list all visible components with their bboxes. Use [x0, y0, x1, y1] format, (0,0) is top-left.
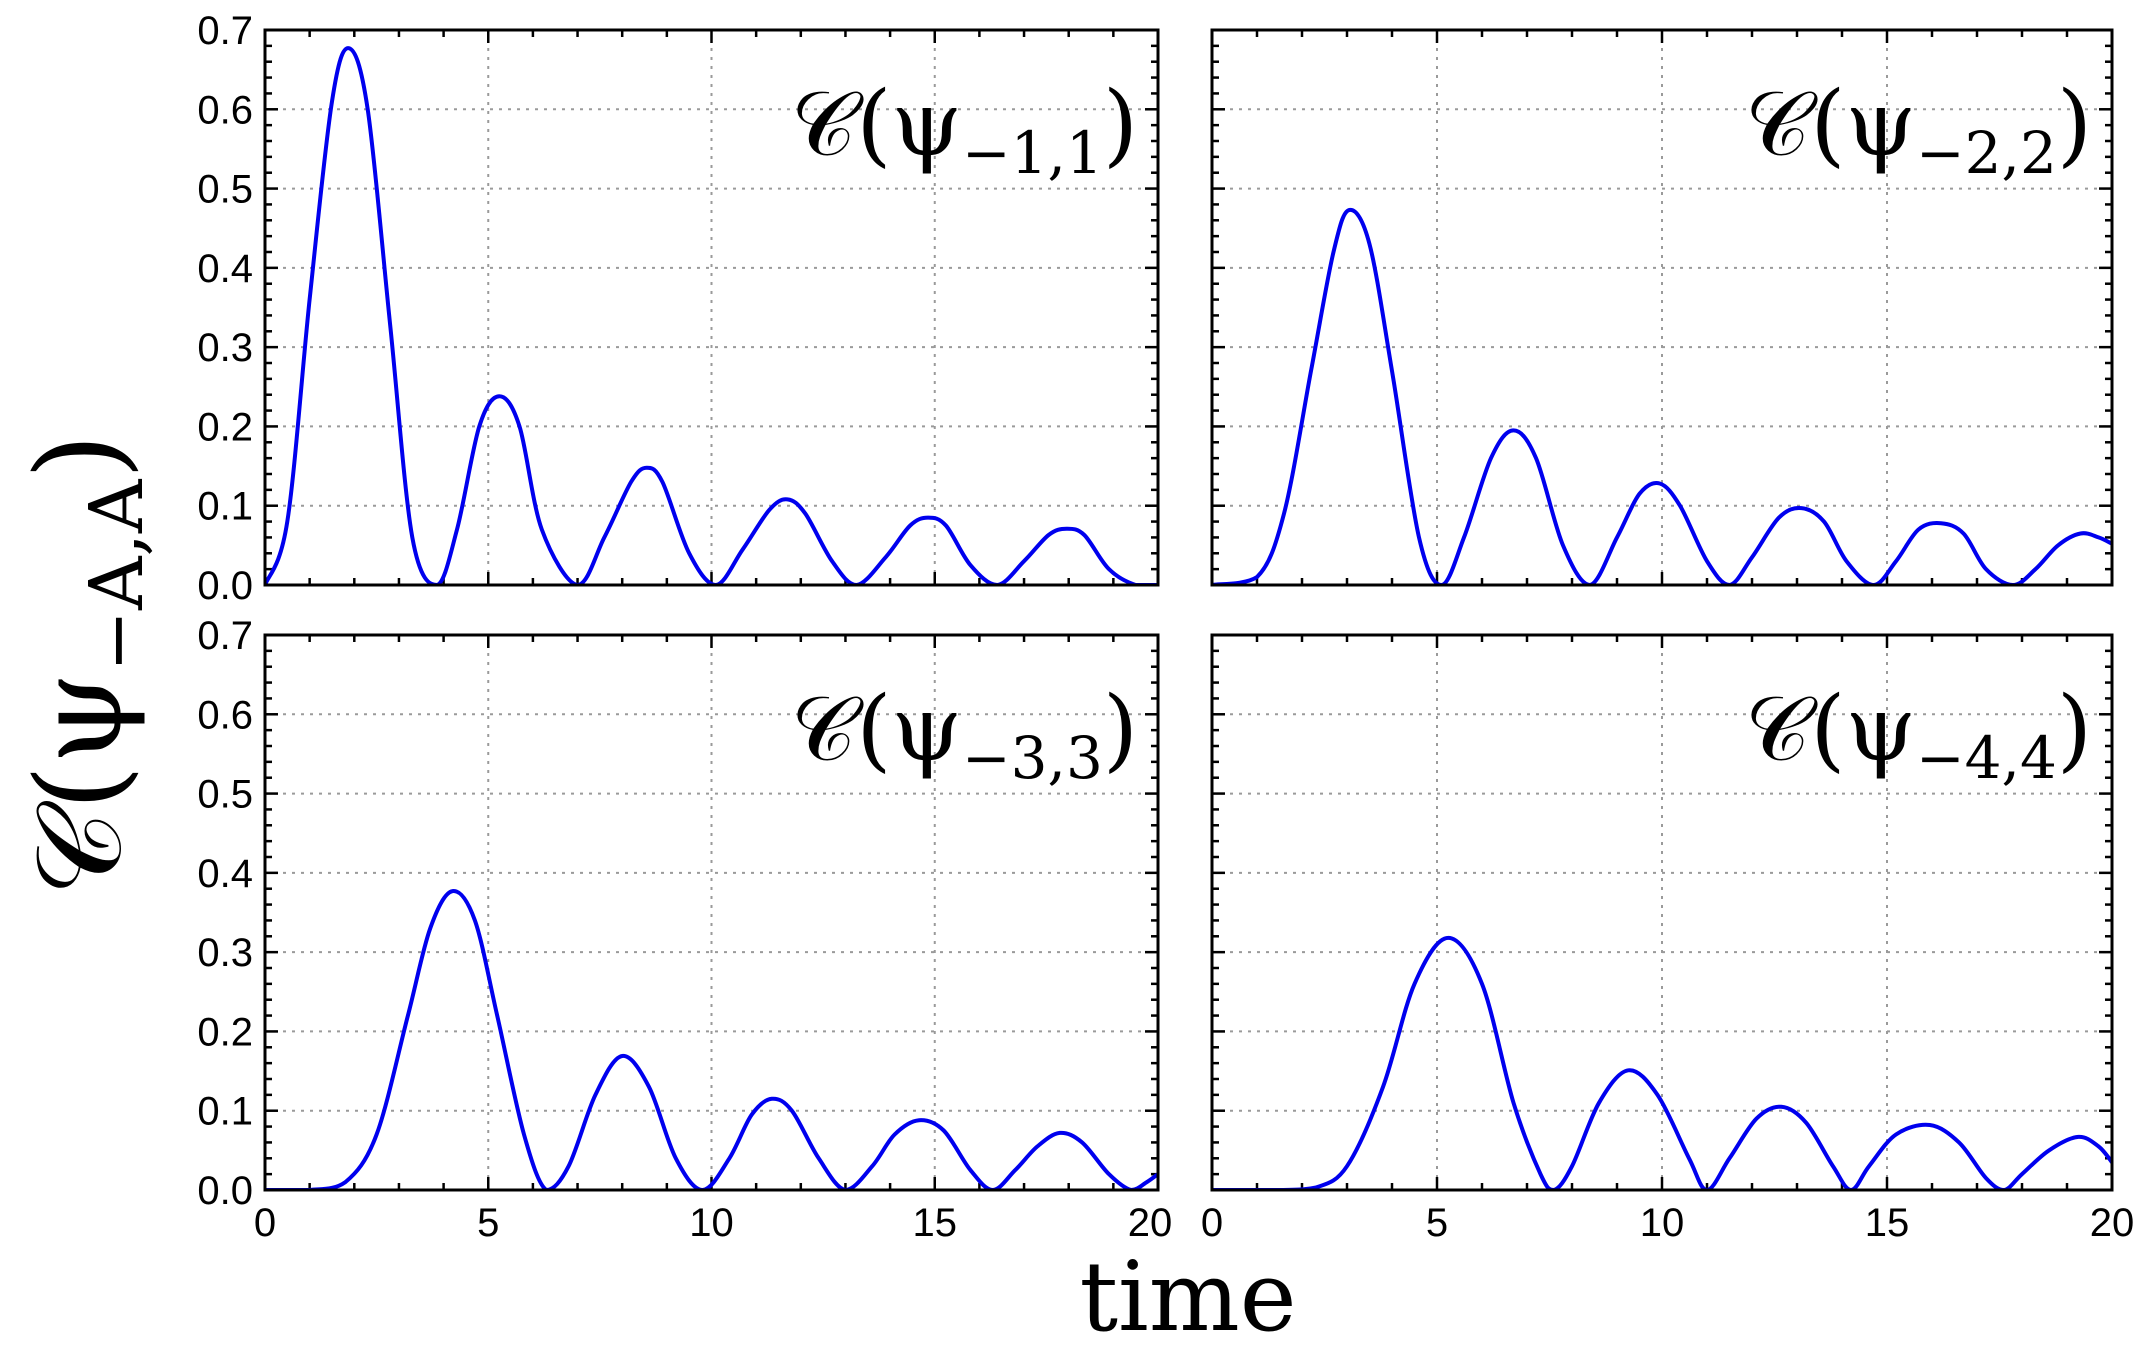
x-tick-label: 5: [477, 1201, 499, 1245]
panel-3: 0.0 0.1 0.2 0.3 0.4 0.5 0.6 0.7 0 5 10 15 20 𝒞(ψ−3,3): [197, 614, 1172, 1245]
panel-label-main: 𝒞(ψ: [791, 677, 962, 782]
x-tick-label: 0: [254, 1201, 276, 1245]
y-axis-title-main: 𝒞(ψ: [10, 672, 148, 897]
plot-frame: [263, 633, 1160, 1192]
y-axis-title-close: ): [10, 433, 148, 479]
x-tick-label: 10: [1640, 1201, 1685, 1245]
panel-label-close: ): [2057, 677, 2092, 782]
y-tick-label: 0.0: [197, 564, 253, 608]
x-tick-label: 0: [1201, 1201, 1223, 1245]
y-tick-label: 0.7: [197, 9, 253, 53]
y-tick-label: 0.4: [197, 247, 253, 291]
panel-label-main: 𝒞(ψ: [1745, 72, 1916, 177]
plot-frame: [1210, 28, 2114, 587]
y-tick-label: 0.6: [197, 88, 253, 132]
series-line-panel-2: [1212, 207, 2112, 585]
panel-2: 𝒞(ψ−2,2): [1210, 28, 2114, 587]
plot-frame: [263, 28, 1160, 587]
panel-label-sub: −2,2: [1916, 119, 2057, 187]
panel-label-close: ): [1103, 72, 1138, 177]
panel-label-close: ): [1103, 677, 1138, 782]
series-line-panel-4: [1212, 935, 2112, 1190]
panel-label-sub: −3,3: [962, 724, 1103, 792]
x-tick-label: 5: [1426, 1201, 1448, 1245]
x-tick-label: 15: [1865, 1201, 1910, 1245]
y-tick-label: 0.1: [197, 485, 253, 529]
y-tick-label: 0.0: [197, 1169, 253, 1213]
panel-label: 𝒞(ψ−1,1): [791, 72, 1138, 187]
panel-label: 𝒞(ψ−3,3): [791, 677, 1138, 792]
x-tick-label: 20: [2090, 1201, 2135, 1245]
y-tick-label: 0.3: [197, 326, 253, 370]
x-tick-label: 15: [913, 1201, 958, 1245]
y-axis-title-sub: −A,A: [74, 478, 160, 672]
panel-1: 0.0 0.1 0.2 0.3 0.4 0.5 0.6 0.7 𝒞(ψ−1,1): [197, 9, 1160, 608]
panels-container: 0.00.10.20.30.40.50.60.7𝒞(ψ−1,1) 𝒞(ψ−2,2)…: [197, 9, 2134, 1245]
y-tick-label: 0.7: [197, 614, 253, 658]
x-tick-label: 10: [689, 1201, 734, 1245]
panel-label-close: ): [2057, 72, 2092, 177]
y-tick-label: 0.4: [197, 852, 253, 896]
y-tick-label: 0.6: [197, 693, 253, 737]
x-axis-title: time: [1079, 1241, 1296, 1353]
panel-label-sub: −1,1: [962, 119, 1103, 187]
x-tick-label: 20: [1128, 1201, 1173, 1245]
panel-label-main: 𝒞(ψ: [1745, 677, 1916, 782]
series-line-panel-3: [265, 889, 1158, 1190]
plot-frame: [1210, 633, 2114, 1192]
panel-label: 𝒞(ψ−4,4): [1745, 677, 2092, 792]
y-tick-label: 0.3: [197, 931, 253, 975]
y-tick-label: 0.2: [197, 1010, 253, 1054]
y-tick-label: 0.5: [197, 773, 253, 817]
panel-label: 𝒞(ψ−2,2): [1745, 72, 2092, 187]
panel-label-main: 𝒞(ψ: [791, 72, 962, 177]
y-tick-label: 0.2: [197, 405, 253, 449]
y-tick-label: 0.5: [197, 168, 253, 212]
svg-text:𝒞(ψ−A,A): 𝒞(ψ−A,A): [10, 433, 160, 896]
y-tick-label: 0.1: [197, 1090, 253, 1134]
y-axis-title: 𝒞(ψ−A,A): [10, 433, 160, 896]
panel-4: 0 5 10 15 20 𝒞(ψ−4,4): [1201, 633, 2135, 1245]
panel-label-sub: −4,4: [1916, 724, 2057, 792]
